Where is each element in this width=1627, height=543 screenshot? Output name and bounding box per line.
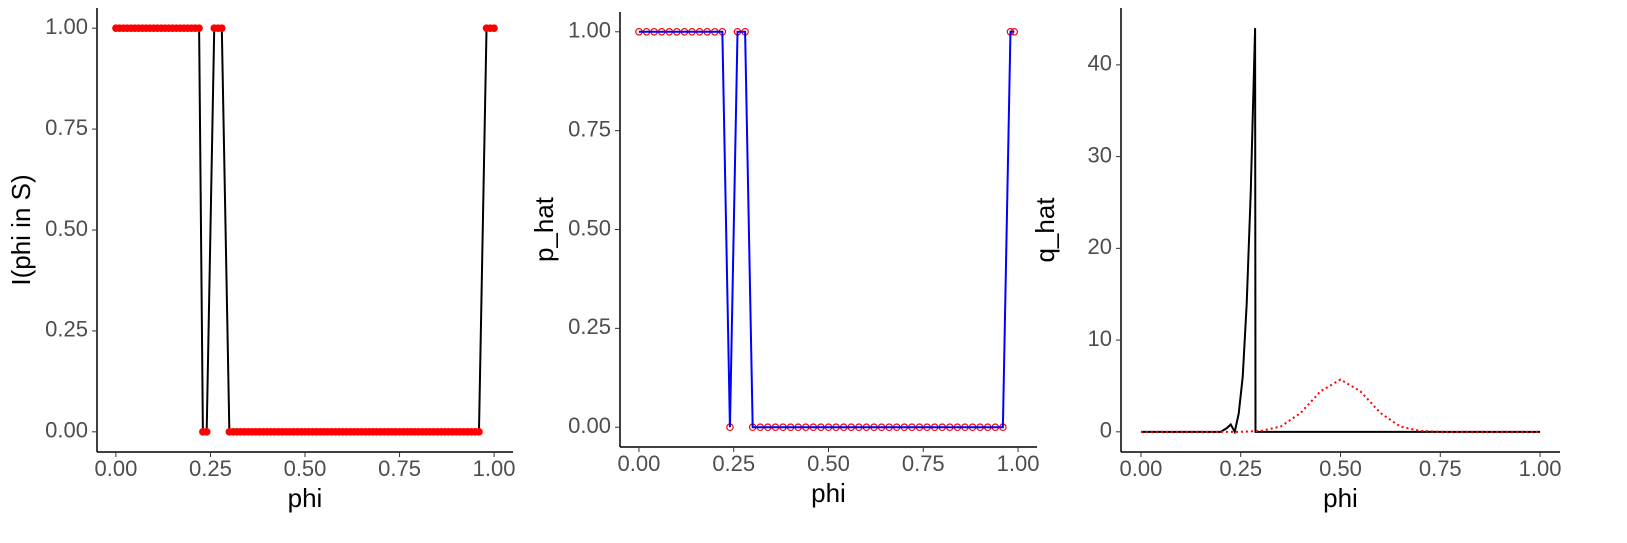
y-tick-label: 0.00 <box>568 413 611 438</box>
x-tick-label: 0.50 <box>807 451 850 476</box>
y-tick-label: 0.00 <box>45 418 88 443</box>
x-tick-label: 0.00 <box>94 456 137 481</box>
y-tick-label: 30 <box>1088 142 1112 167</box>
x-tick-label: 1.00 <box>997 451 1040 476</box>
y-tick-label: 0.75 <box>568 116 611 141</box>
y-axis-title: I(phi in S) <box>6 174 36 285</box>
line <box>1140 28 1541 435</box>
x-tick-label: 0.25 <box>712 451 755 476</box>
x-tick-label: 0.75 <box>378 456 421 481</box>
y-tick-label: 0.75 <box>45 115 88 140</box>
y-axis-title: p_hat <box>529 196 559 262</box>
line <box>115 27 495 433</box>
y-tick-label: 10 <box>1088 326 1112 351</box>
y-tick-label: 0 <box>1100 418 1112 443</box>
y-tick-label: 0.50 <box>568 215 611 240</box>
x-tick-label: 0.00 <box>618 451 661 476</box>
y-tick-label: 0.25 <box>45 317 88 342</box>
x-axis-title: phi <box>288 483 323 513</box>
y-tick-label: 0.25 <box>568 314 611 339</box>
y-tick-label: 40 <box>1088 51 1112 76</box>
x-tick-label: 0.75 <box>902 451 945 476</box>
x-tick-label: 1.00 <box>1519 456 1562 481</box>
x-axis-title: phi <box>811 478 846 508</box>
point <box>475 428 483 436</box>
point <box>195 24 203 32</box>
y-tick-label: 1.00 <box>568 18 611 43</box>
x-tick-label: 1.00 <box>473 456 516 481</box>
point <box>490 24 498 32</box>
x-tick-label: 0.50 <box>1319 456 1362 481</box>
x-tick-label: 0.25 <box>189 456 232 481</box>
x-axis-title: phi <box>1323 483 1358 513</box>
point <box>202 428 211 436</box>
y-tick-label: 1.00 <box>45 14 88 39</box>
x-tick-label: 0.25 <box>1219 456 1262 481</box>
y-tick-label: 0.50 <box>45 216 88 241</box>
x-tick-label: 0.50 <box>284 456 327 481</box>
line <box>1140 378 1541 433</box>
line <box>638 30 1015 429</box>
point <box>218 24 226 32</box>
x-tick-label: 0.75 <box>1419 456 1462 481</box>
y-tick-label: 20 <box>1088 234 1112 259</box>
y-axis-title: q_hat <box>1030 197 1060 263</box>
x-tick-label: 0.00 <box>1120 456 1163 481</box>
